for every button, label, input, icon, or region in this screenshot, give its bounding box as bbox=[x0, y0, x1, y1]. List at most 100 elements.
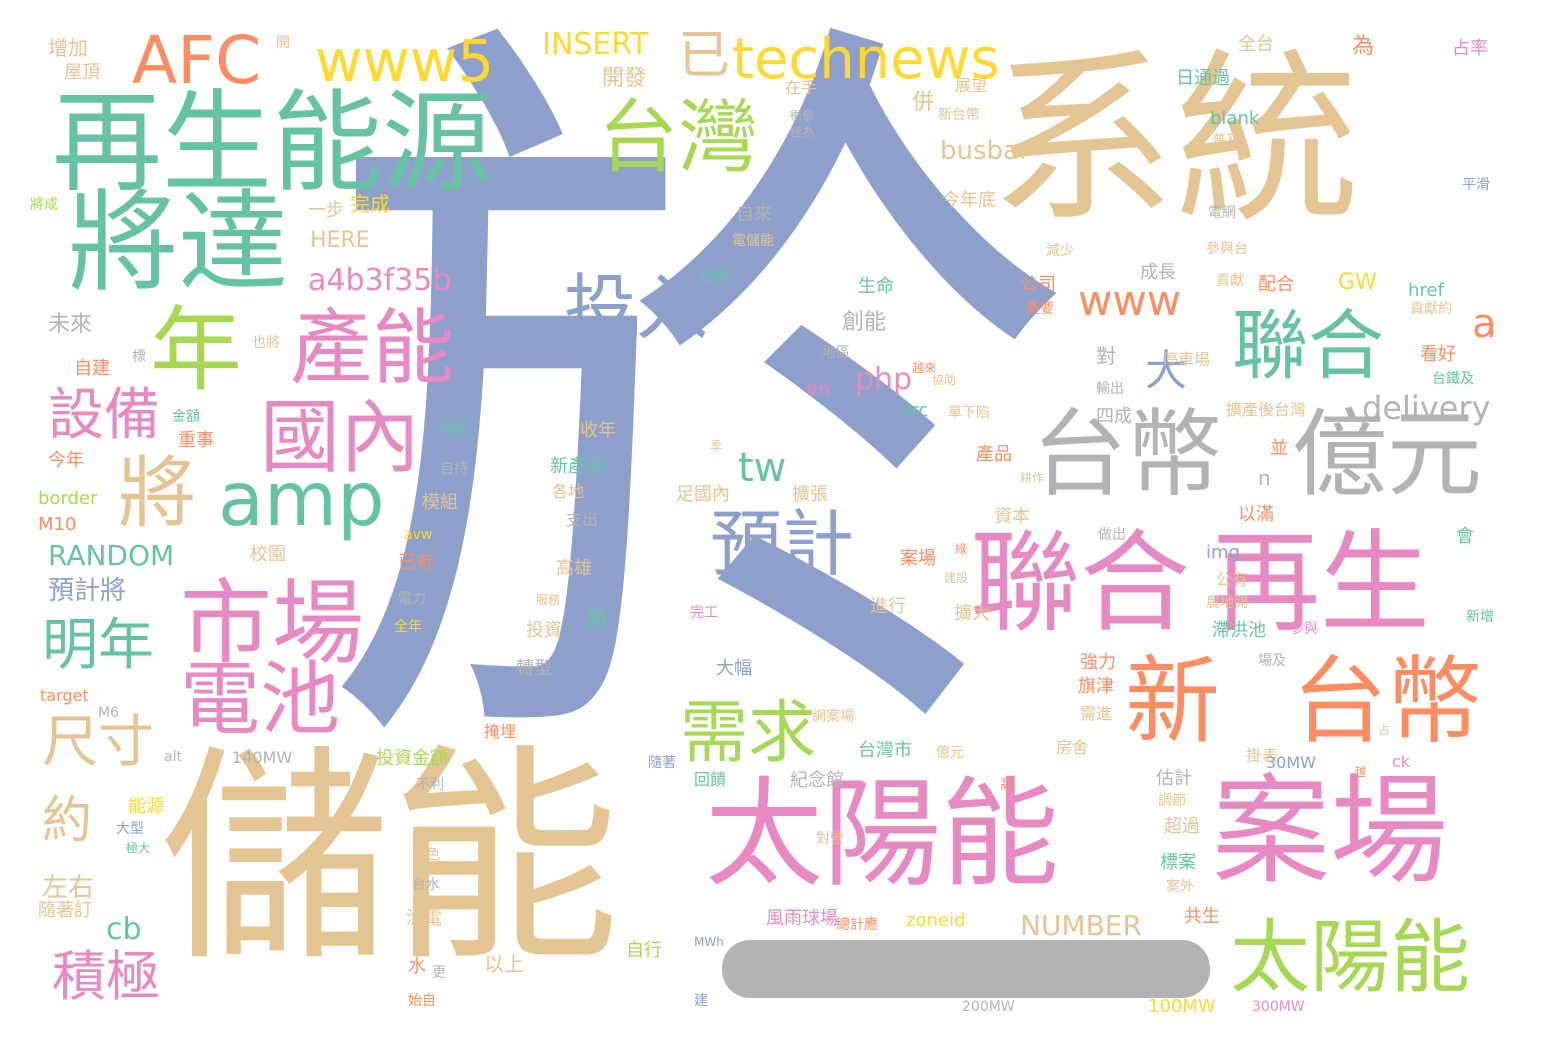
cloud-word: 電池 bbox=[180, 653, 340, 746]
cloud-word: GW bbox=[1338, 270, 1377, 295]
cloud-word: 自持 bbox=[440, 461, 468, 477]
cloud-word: 大幅 bbox=[716, 658, 752, 679]
cloud-word: 水 bbox=[408, 956, 426, 977]
cloud-word: 貢獻約 bbox=[1410, 301, 1452, 317]
cloud-word: 高 bbox=[1000, 777, 1014, 793]
cloud-word: 已 bbox=[678, 26, 731, 86]
cloud-word: a4b3f35b bbox=[308, 263, 452, 298]
cloud-word: 生命 bbox=[858, 276, 894, 297]
cloud-word: href bbox=[1408, 280, 1444, 301]
cloud-word: alt bbox=[164, 749, 182, 765]
cloud-word: HERE bbox=[310, 228, 370, 253]
cloud-word: 產品 bbox=[976, 444, 1012, 465]
cloud-word: 滯洪池 bbox=[1212, 620, 1266, 641]
cloud-word: 自建 bbox=[74, 358, 110, 379]
cloud-word: 各地 bbox=[552, 482, 585, 501]
cloud-word: 約 bbox=[42, 791, 92, 849]
cloud-word: www bbox=[1078, 276, 1182, 325]
cloud-word: 一步 bbox=[308, 200, 344, 221]
cloud-word: 場及 bbox=[1258, 653, 1286, 669]
cloud-word: 始自 bbox=[408, 993, 436, 1009]
cloud-word: RANDOM bbox=[48, 539, 175, 572]
cloud-word: 完工 bbox=[690, 605, 718, 621]
cloud-word: 成長 bbox=[1140, 262, 1176, 283]
cloud-word: 30MW bbox=[1266, 753, 1316, 772]
cloud-word: delivery bbox=[1362, 389, 1491, 427]
cloud-word: 電儲能 bbox=[732, 233, 774, 249]
cloud-word: 總計應 bbox=[836, 917, 878, 933]
cloud-word: cb bbox=[106, 912, 142, 947]
cloud-word: MWh bbox=[694, 935, 724, 949]
cloud-word: 輸出 bbox=[1096, 381, 1124, 397]
cloud-word: M6 bbox=[98, 705, 119, 721]
cloud-word: 為 bbox=[1352, 34, 1375, 59]
cloud-word: 增加 bbox=[48, 36, 88, 60]
cloud-word: 再生 bbox=[1210, 519, 1430, 647]
cloud-word: 並 bbox=[1270, 438, 1288, 459]
cloud-word: 超過 bbox=[1164, 816, 1200, 837]
cloud-word: 減少 bbox=[1046, 243, 1074, 259]
cloud-word: 今年 bbox=[48, 450, 84, 471]
cloud-word: 擴大 bbox=[954, 603, 990, 624]
cloud-word: 太陽能 bbox=[705, 765, 1060, 903]
gray-bar-shape bbox=[722, 940, 1210, 998]
cloud-word: 新增 bbox=[1466, 609, 1494, 625]
cloud-word: 於 bbox=[318, 0, 1078, 850]
cloud-word: 新台幣 bbox=[938, 107, 980, 123]
cloud-word: 進行 bbox=[870, 596, 906, 617]
cloud-word: 新產能 bbox=[550, 456, 604, 477]
cloud-word: 太陽能 bbox=[1230, 911, 1470, 1004]
cloud-word: 調節 bbox=[1158, 793, 1186, 809]
cloud-word: 聯合 bbox=[970, 519, 1190, 647]
cloud-word: amp bbox=[218, 455, 385, 543]
cloud-word: 農地開 bbox=[1206, 595, 1248, 611]
cloud-word: 越來 bbox=[912, 361, 937, 375]
cloud-word: a bbox=[1472, 301, 1497, 347]
cloud-word: 協助 bbox=[932, 373, 957, 387]
cloud-word: 展望 bbox=[955, 76, 988, 95]
cloud-word: 系統 bbox=[990, 32, 1360, 248]
cloud-word: 未來 bbox=[48, 312, 93, 337]
cloud-word: 台水 bbox=[412, 877, 440, 893]
cloud-word: 台灣 bbox=[598, 91, 758, 184]
cloud-word: 尺寸 bbox=[42, 710, 154, 775]
cloud-word: 共生 bbox=[1184, 906, 1220, 927]
cloud-word: 年 bbox=[150, 297, 243, 404]
cloud-word: 以滿 bbox=[1238, 504, 1274, 525]
cloud-word: 停車場 bbox=[1162, 350, 1211, 369]
cloud-word: src bbox=[902, 400, 929, 421]
cloud-word: 案外 bbox=[1166, 879, 1194, 895]
cloud-word: 擴張 bbox=[792, 484, 828, 505]
cloud-word: 標案 bbox=[1160, 852, 1196, 873]
cloud-word: 140MW bbox=[232, 748, 293, 767]
cloud-word: 參與 bbox=[1290, 621, 1318, 637]
cloud-word: 單下陷 bbox=[948, 405, 990, 421]
cloud-word: 投資 bbox=[526, 620, 562, 641]
cloud-word: 越 bbox=[1354, 765, 1367, 779]
cloud-word: php bbox=[855, 362, 913, 397]
cloud-word: 不利 bbox=[416, 777, 444, 793]
cloud-word: 擴產後台灣 bbox=[1226, 400, 1307, 419]
cloud-word: technews bbox=[732, 27, 1000, 92]
cloud-word: 開 bbox=[276, 35, 290, 51]
cloud-word: avw bbox=[404, 527, 433, 543]
cloud-word: 電力 bbox=[398, 591, 426, 607]
cloud-word: 服務 bbox=[536, 593, 561, 607]
cloud-word: busbar bbox=[940, 136, 1030, 166]
cloud-word: 全台 bbox=[1238, 34, 1274, 55]
cloud-word: 占率 bbox=[1452, 38, 1488, 59]
cloud-word: 預計 bbox=[710, 502, 855, 586]
cloud-word: 日通過 bbox=[1176, 68, 1230, 89]
cloud-word: 網 bbox=[586, 606, 606, 630]
cloud-word: 隨著訂 bbox=[38, 900, 92, 921]
cloud-word: 能源 bbox=[128, 796, 164, 817]
cloud-word: 國內 bbox=[260, 391, 420, 484]
cloud-word: 占 bbox=[1378, 723, 1391, 737]
cloud-word: 建設 bbox=[944, 571, 969, 585]
cloud-word: 房舍 bbox=[1056, 738, 1089, 757]
cloud-word: 需進 bbox=[1080, 704, 1113, 723]
cloud-word: 全年 bbox=[394, 619, 422, 635]
cloud-word: 旗津 bbox=[1078, 676, 1114, 697]
cloud-word: 自行 bbox=[626, 940, 662, 961]
